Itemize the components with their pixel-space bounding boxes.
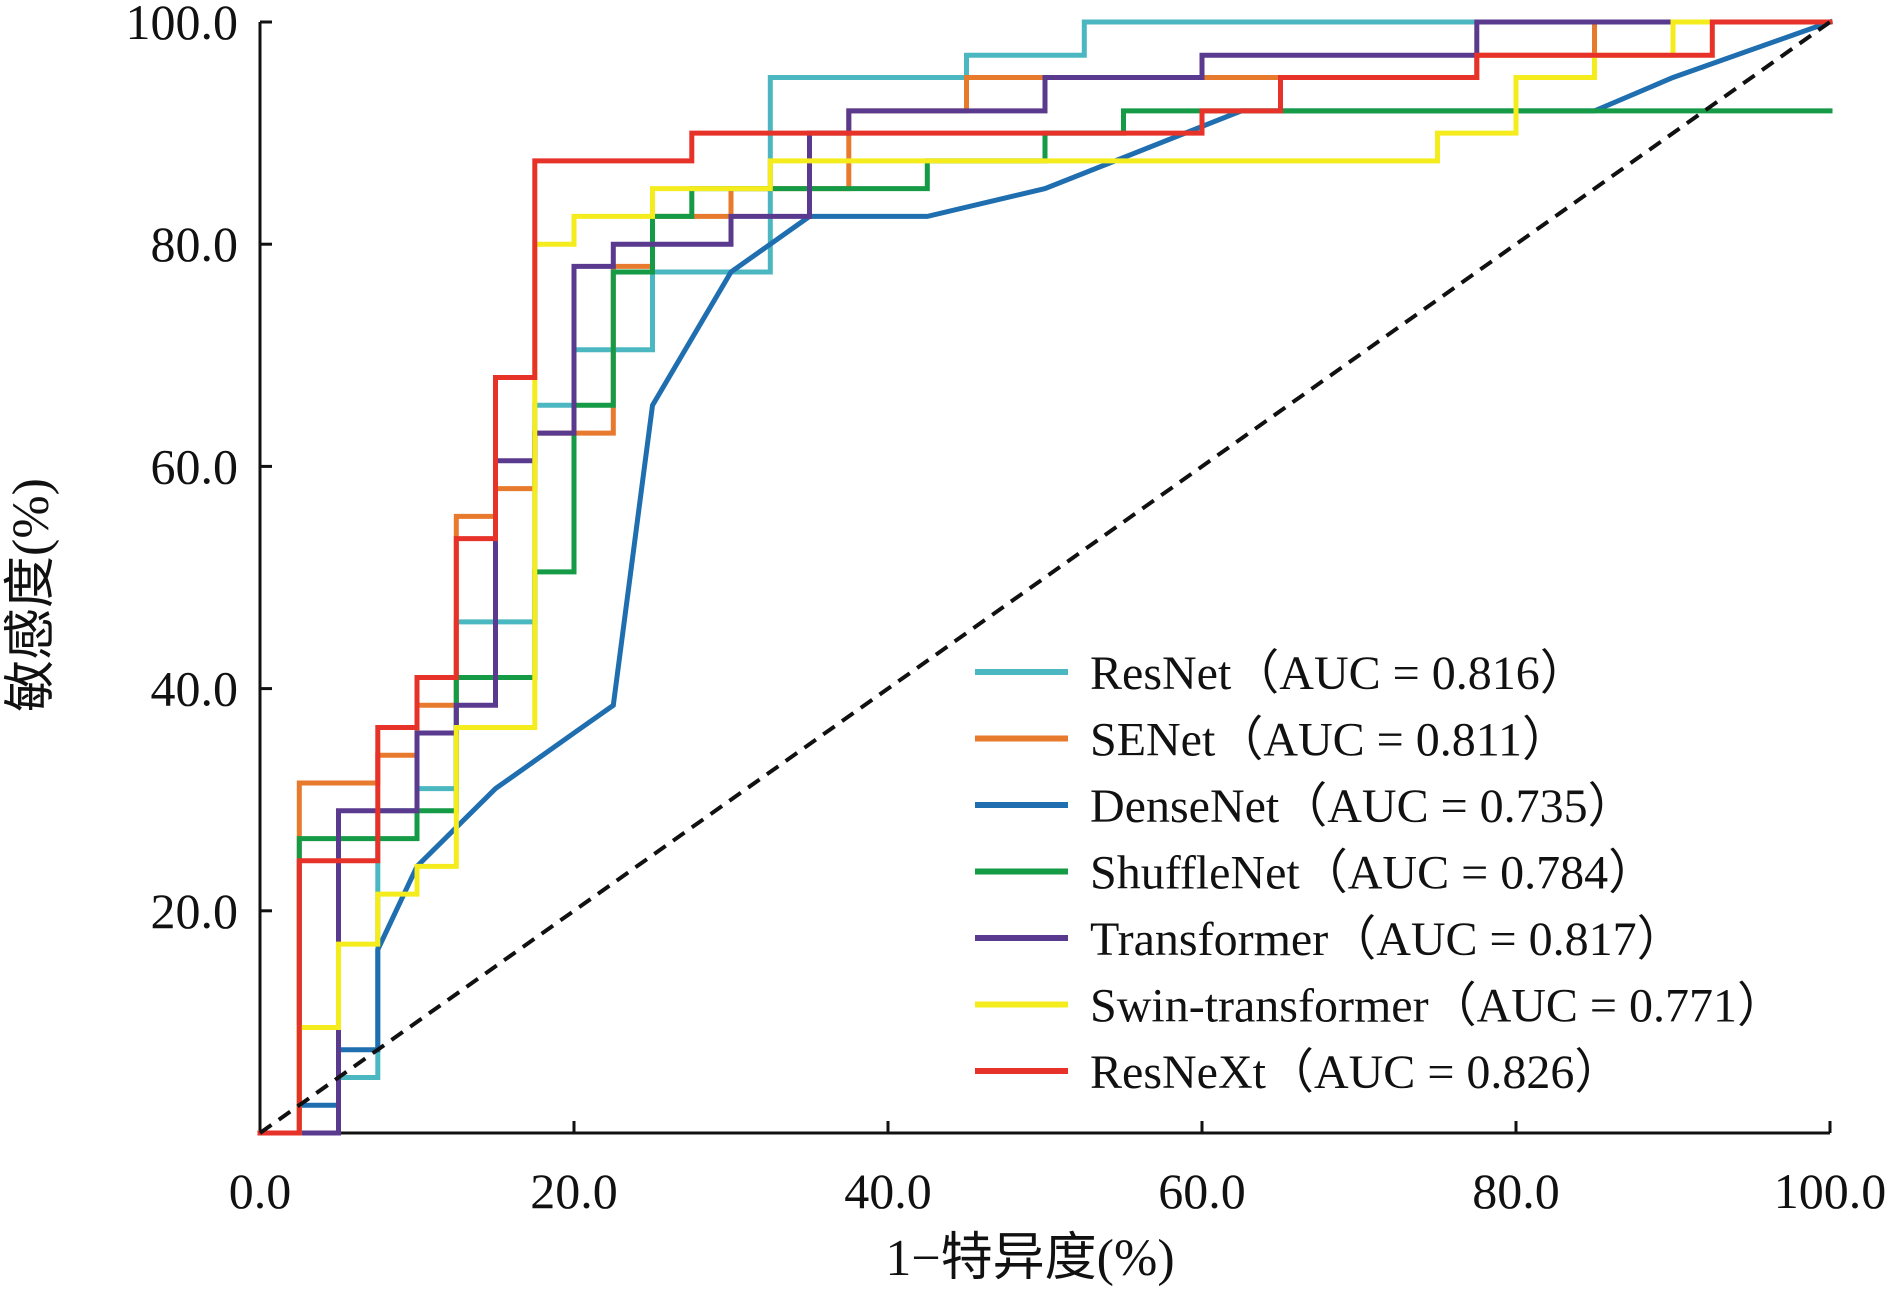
roc-line-swin-transformer [257, 19, 1833, 1136]
x-tick-label: 20.0 [530, 1163, 618, 1219]
y-tick-label: 80.0 [151, 216, 239, 272]
x-axis-title: 1−特异度(%) [885, 1230, 1174, 1287]
legend-label-shufflenet: ShuffleNet（AUC = 0.784） [1090, 847, 1656, 900]
series-lines [257, 18, 1834, 1136]
y-axis-title: 敏感度(%) [3, 478, 60, 712]
x-tick-label: 40.0 [844, 1163, 932, 1219]
roc-line-transformer [257, 19, 1833, 1136]
legend-label-resnext: ResNeXt（AUC = 0.826） [1090, 1046, 1622, 1099]
legend: ResNet（AUC = 0.816） SENet（AUC = 0.811） Den… [975, 647, 1785, 1099]
axes: 0.0 20.0 40.0 60.0 80.0 100.0 20.0 40.0 60.0 80.0… [126, 0, 1887, 1219]
x-tick-label: 100.0 [1774, 1163, 1887, 1219]
y-tick-label: 60.0 [151, 438, 239, 494]
x-tick-label: 80.0 [1472, 1163, 1560, 1219]
legend-label-swin-transformer: Swin-transformer（AUC = 0.771） [1090, 980, 1785, 1033]
legend-label-resnet: ResNet（AUC = 0.816） [1090, 647, 1588, 700]
legend-label-senet: SENet（AUC = 0.811） [1090, 714, 1570, 767]
x-tick-label: 60.0 [1158, 1163, 1246, 1219]
legend-label-densenet: DenseNet（AUC = 0.735） [1090, 780, 1636, 833]
roc-line-shufflenet [257, 108, 1833, 1136]
roc-line-resnext [257, 19, 1833, 1136]
y-tick-label: 20.0 [151, 883, 239, 939]
x-tick-label: 0.0 [229, 1163, 292, 1219]
legend-label-transformer: Transformer（AUC = 0.817） [1090, 913, 1685, 966]
y-tick-label: 40.0 [151, 661, 239, 717]
y-tick-label: 100.0 [126, 0, 239, 50]
